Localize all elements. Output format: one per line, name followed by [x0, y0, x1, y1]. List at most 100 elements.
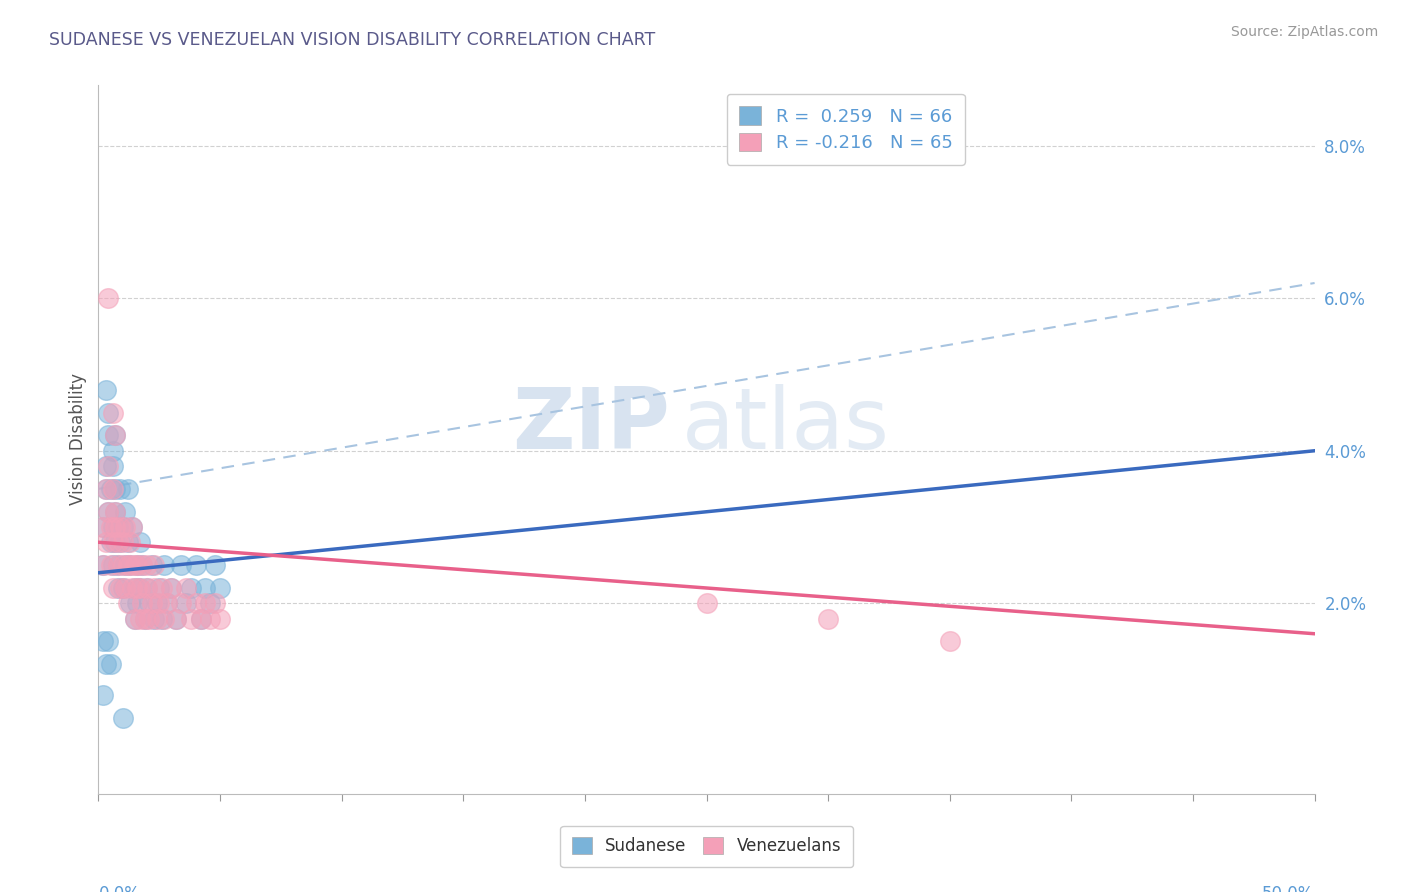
Point — [118, 558, 141, 573]
Point — [114, 581, 136, 595]
Point — [174, 581, 197, 595]
Point — [128, 535, 150, 549]
Point — [184, 596, 207, 610]
Point — [118, 535, 141, 549]
Point — [148, 581, 170, 595]
Point — [94, 482, 117, 496]
Point — [111, 535, 134, 549]
Point — [150, 611, 173, 625]
Point — [143, 581, 166, 595]
Point — [100, 482, 122, 496]
Point — [118, 596, 141, 610]
Point — [91, 520, 114, 534]
Point — [114, 505, 136, 519]
Point — [165, 611, 187, 625]
Point — [180, 611, 202, 625]
Point — [110, 520, 132, 534]
Point — [97, 634, 120, 648]
Point — [124, 558, 146, 573]
Point — [117, 482, 139, 496]
Point — [101, 406, 124, 420]
Point — [97, 458, 120, 473]
Point — [209, 611, 232, 625]
Point — [127, 581, 149, 595]
Point — [134, 611, 156, 625]
Point — [180, 581, 202, 595]
Point — [94, 383, 117, 397]
Point — [128, 581, 150, 595]
Text: 0.0%: 0.0% — [98, 886, 141, 892]
Point — [148, 596, 170, 610]
Point — [121, 581, 143, 595]
Point — [97, 291, 120, 305]
Point — [165, 611, 187, 625]
Point — [194, 596, 217, 610]
Point — [104, 428, 127, 442]
Point — [107, 558, 129, 573]
Point — [94, 482, 117, 496]
Point — [97, 406, 120, 420]
Point — [107, 581, 129, 595]
Point — [111, 711, 134, 725]
Point — [111, 581, 134, 595]
Point — [100, 535, 122, 549]
Point — [170, 558, 193, 573]
Point — [190, 611, 212, 625]
Y-axis label: Vision Disability: Vision Disability — [69, 374, 87, 505]
Point — [91, 520, 114, 534]
Point — [131, 558, 153, 573]
Point — [150, 581, 173, 595]
Text: Source: ZipAtlas.com: Source: ZipAtlas.com — [1230, 25, 1378, 39]
Point — [110, 581, 132, 595]
Point — [143, 558, 166, 573]
Point — [143, 611, 166, 625]
Point — [136, 581, 159, 595]
Point — [91, 634, 114, 648]
Point — [107, 535, 129, 549]
Point — [114, 520, 136, 534]
Point — [97, 505, 120, 519]
Point — [146, 611, 169, 625]
Point — [184, 558, 207, 573]
Point — [194, 581, 217, 595]
Point — [104, 428, 127, 442]
Point — [111, 558, 134, 573]
Point — [111, 520, 134, 534]
Point — [939, 634, 962, 648]
Legend: Sudanese, Venezuelans: Sudanese, Venezuelans — [560, 826, 853, 867]
Point — [104, 482, 127, 496]
Point — [200, 611, 222, 625]
Point — [153, 558, 176, 573]
Point — [141, 596, 163, 610]
Point — [101, 581, 124, 595]
Point — [174, 596, 197, 610]
Point — [101, 443, 124, 458]
Point — [146, 596, 169, 610]
Point — [204, 558, 226, 573]
Point — [204, 596, 226, 610]
Point — [160, 581, 183, 595]
Point — [138, 596, 160, 610]
Text: 50.0%: 50.0% — [1263, 886, 1315, 892]
Point — [153, 611, 176, 625]
Point — [200, 596, 222, 610]
Point — [94, 535, 117, 549]
Point — [155, 596, 177, 610]
Point — [124, 581, 146, 595]
Point — [128, 611, 150, 625]
Point — [104, 535, 127, 549]
Point — [121, 520, 143, 534]
Point — [160, 581, 183, 595]
Point — [127, 558, 149, 573]
Point — [117, 558, 139, 573]
Point — [209, 581, 232, 595]
Point — [94, 458, 117, 473]
Point — [101, 558, 124, 573]
Point — [110, 482, 132, 496]
Point — [104, 505, 127, 519]
Point — [101, 458, 124, 473]
Point — [117, 596, 139, 610]
Point — [104, 505, 127, 519]
Point — [101, 520, 124, 534]
Point — [136, 581, 159, 595]
